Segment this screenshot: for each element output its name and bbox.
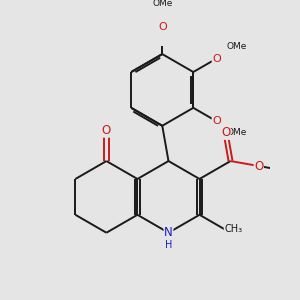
Text: H: H	[165, 239, 172, 250]
Text: O: O	[212, 54, 221, 64]
Text: OMe: OMe	[226, 42, 247, 51]
Text: O: O	[254, 160, 263, 172]
Text: OMe: OMe	[152, 0, 172, 8]
Text: O: O	[212, 116, 221, 126]
Text: O: O	[158, 22, 167, 32]
Text: O: O	[221, 126, 230, 139]
Text: O: O	[102, 124, 111, 137]
Text: CH₃: CH₃	[224, 224, 242, 234]
Text: N: N	[164, 226, 173, 239]
Text: OMe: OMe	[226, 128, 247, 137]
